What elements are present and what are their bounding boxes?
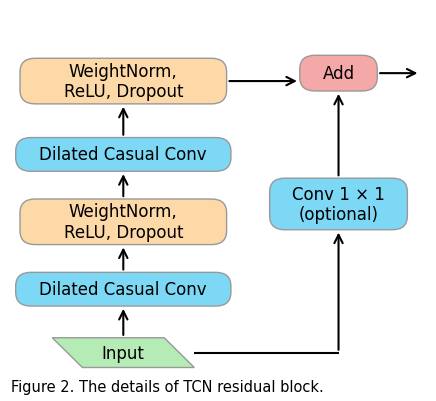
FancyBboxPatch shape (20, 59, 227, 105)
FancyBboxPatch shape (20, 200, 227, 245)
FancyBboxPatch shape (269, 179, 407, 230)
Text: Input: Input (102, 344, 145, 362)
Text: WeightNorm,
ReLU, Dropout: WeightNorm, ReLU, Dropout (64, 63, 183, 101)
Polygon shape (52, 338, 194, 368)
FancyBboxPatch shape (16, 138, 231, 172)
Text: Conv 1 × 1
(optional): Conv 1 × 1 (optional) (292, 185, 385, 224)
Text: Dilated Casual Conv: Dilated Casual Conv (40, 281, 207, 298)
FancyBboxPatch shape (300, 56, 377, 92)
FancyBboxPatch shape (16, 273, 231, 306)
Text: Figure 2. The details of TCN residual block.: Figure 2. The details of TCN residual bl… (11, 379, 324, 394)
Text: Add: Add (323, 65, 354, 83)
Text: WeightNorm,
ReLU, Dropout: WeightNorm, ReLU, Dropout (64, 203, 183, 241)
Text: Dilated Casual Conv: Dilated Casual Conv (40, 146, 207, 164)
